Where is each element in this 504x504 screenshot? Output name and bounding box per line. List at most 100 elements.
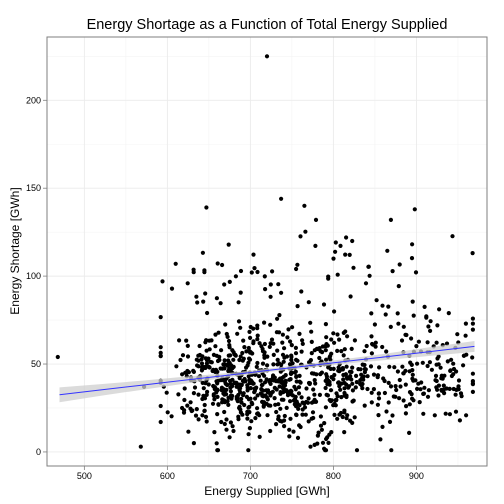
data-point [407,430,412,435]
data-point [422,304,427,309]
data-point [240,350,245,356]
data-point [392,365,397,370]
data-point [204,361,209,366]
data-point [333,249,338,254]
data-point [312,392,317,397]
data-point [158,350,163,355]
data-point [296,385,302,390]
x-tick-label: 800 [326,471,341,481]
data-point [220,262,225,268]
data-point [434,385,439,390]
data-point [318,423,324,428]
data-point [397,396,402,401]
data-point [264,395,269,400]
data-point [396,284,401,289]
data-point [300,412,305,417]
data-point [361,377,366,382]
data-point [185,354,191,359]
data-point [184,370,189,375]
data-point [331,256,336,261]
data-point [433,373,439,378]
data-point [329,337,334,342]
data-point [251,252,256,257]
data-point [191,368,196,373]
data-point [343,329,348,334]
data-point [297,331,302,336]
data-point [380,424,385,429]
data-point [217,354,222,359]
data-point [429,367,434,372]
data-point [453,409,459,414]
data-point [350,381,355,386]
data-point [249,270,254,275]
data-point [239,396,244,402]
data-point [322,421,327,426]
data-point [245,383,250,388]
data-point [267,378,272,383]
data-point [389,448,394,453]
data-point [246,345,251,351]
data-point [346,385,351,390]
data-point [211,393,216,398]
data-point [288,339,293,344]
data-point [428,319,433,324]
data-point [295,304,300,309]
data-point [289,343,294,348]
data-point [213,344,218,349]
data-point [470,379,475,384]
data-point [350,388,355,393]
data-point [300,341,305,346]
data-point [420,360,425,365]
data-point [446,311,451,316]
data-point [281,374,286,379]
data-point [218,301,223,306]
data-point [231,428,236,434]
data-point [363,281,369,286]
data-point [416,339,421,344]
data-point [223,322,228,327]
data-point [248,396,253,401]
data-point [241,338,246,343]
data-point [231,364,236,369]
data-point [287,434,292,439]
data-point [409,362,414,367]
data-point [344,416,349,421]
data-point [376,413,381,418]
data-point [282,413,287,419]
y-tick-label: 200 [26,95,41,105]
x-tick-label: 900 [409,471,424,481]
data-point [276,402,281,407]
data-point [160,279,165,284]
data-point [413,270,419,275]
data-point [264,377,269,382]
data-point [409,336,414,341]
data-point [409,256,415,261]
data-point [262,320,267,325]
data-point [193,413,199,418]
data-point [411,378,416,383]
data-point [190,408,195,413]
data-point [238,290,243,295]
data-point [241,356,246,361]
y-tick-label: 0 [36,447,41,457]
data-point [294,266,299,272]
data-point [328,388,334,393]
data-point [338,387,343,392]
data-point [323,405,328,410]
data-point [258,391,263,396]
data-point [226,242,231,247]
data-point [286,327,291,332]
data-point [307,360,312,365]
data-point [292,396,298,402]
data-point [293,351,299,356]
data-point [463,321,468,326]
data-point [313,399,319,404]
data-point [309,371,315,376]
data-point [236,319,242,324]
data-point [295,401,300,406]
data-point [213,332,218,337]
data-point [182,386,187,391]
data-point [334,391,339,396]
data-point [259,387,264,392]
